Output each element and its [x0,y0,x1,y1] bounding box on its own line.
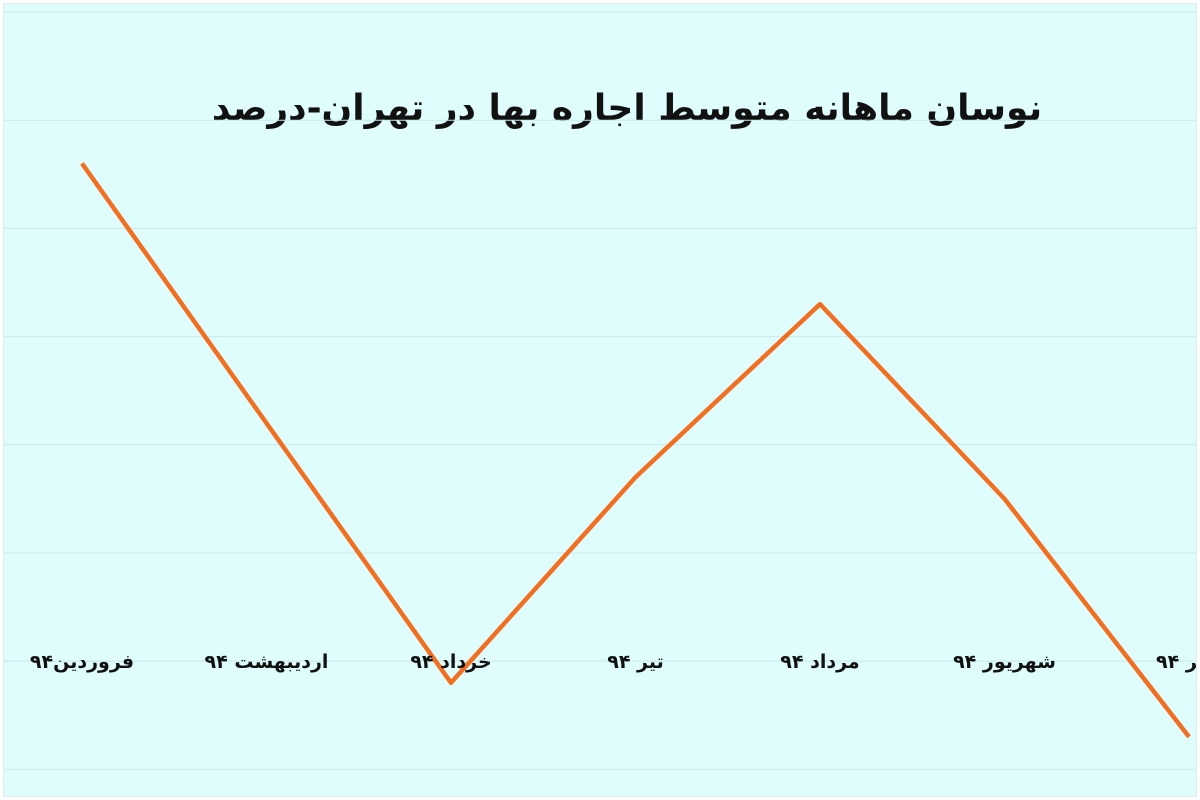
x-tick-label-4: مرداد ۹۴ [780,651,859,673]
x-tick-label-6: مهر ۹۴ [1156,651,1197,673]
x-axis-labels: فروردین۹۴ اردیبهشت ۹۴ خرداد ۹۴ تیر ۹۴ مرداد … [30,651,1197,673]
chart-title: نوسان ماهانه متوسط اجاره بها در تهران-در… [211,88,1043,129]
x-tick-label-2: خرداد ۹۴ [410,651,491,673]
series-line [80,162,1191,739]
line-chart: فروردین۹۴ اردیبهشت ۹۴ خرداد ۹۴ تیر ۹۴ مرداد … [4,11,1197,770]
series-layer [80,162,1191,739]
x-tick-label-3: تیر ۹۴ [607,651,664,673]
grid-layer [4,11,1196,770]
x-tick-label-0: فروردین۹۴ [30,651,134,673]
chart-frame: نوسان ماهانه متوسط اجاره بها در تهران-در… [3,3,1197,797]
x-tick-label-1: اردیبهشت ۹۴ [205,651,329,673]
x-tick-label-5: شهریور ۹۴ [953,651,1056,673]
